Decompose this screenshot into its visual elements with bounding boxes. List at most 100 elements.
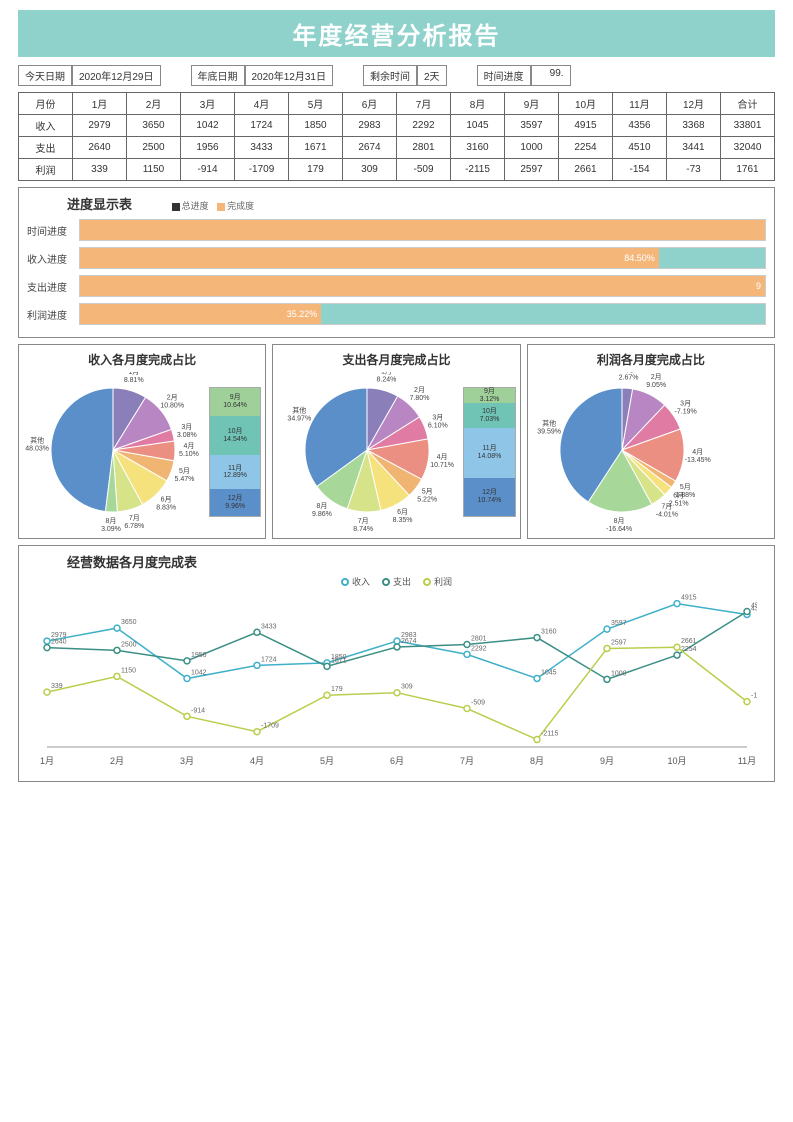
line-point: [184, 676, 190, 682]
progress-row: 时间进度: [27, 219, 766, 241]
progress-row: 利润进度35.22%: [27, 303, 766, 325]
progress-label: 利润进度: [27, 307, 79, 322]
line-point-label: 1150: [121, 667, 136, 674]
table-cell: 2597: [505, 159, 559, 181]
svg-text:5月: 5月: [179, 467, 190, 475]
svg-text:8月: 8月: [317, 502, 328, 510]
line-point-label: -2115: [541, 731, 558, 738]
table-cell: -73: [667, 159, 721, 181]
line-point: [604, 645, 610, 651]
x-axis-label: 5月: [320, 756, 334, 766]
x-axis-label: 4月: [250, 756, 264, 766]
pie-panel: 收入各月度完成占比1月8.81%2月10.80%3月3.08%4月5.10%5月…: [18, 344, 266, 539]
table-cell: 1042: [181, 115, 235, 137]
line-point: [534, 675, 540, 681]
line-point: [604, 626, 610, 632]
line-point: [394, 638, 400, 644]
svg-text:5.47%: 5.47%: [175, 476, 195, 483]
line-legend-item: 利润: [423, 575, 452, 588]
svg-text:5月: 5月: [680, 483, 691, 491]
x-axis-label: 6月: [390, 756, 404, 766]
table-cell: -509: [397, 159, 451, 181]
pie-breakdown-bar: 9月 10.64%10月 14.54%11月 12.89%12月 9.96%: [209, 387, 261, 517]
line-point: [534, 635, 540, 641]
line-point-label: 3597: [611, 620, 627, 627]
svg-text:8.35%: 8.35%: [393, 517, 413, 524]
table-cell: -914: [181, 159, 235, 181]
line-point-label: 3650: [121, 619, 137, 626]
remain-label: 剩余时间: [363, 65, 417, 86]
table-header: 1月: [73, 93, 127, 115]
svg-text:3.08%: 3.08%: [177, 432, 197, 439]
svg-text:1月: 1月: [381, 372, 392, 376]
line-point-label: 1042: [191, 670, 207, 677]
table-cell: 3441: [667, 137, 721, 159]
svg-text:6月: 6月: [397, 508, 408, 516]
table-header: 12月: [667, 93, 721, 115]
progress-fill: 35.22%: [80, 304, 321, 324]
table-cell: 2640: [73, 137, 127, 159]
progress-fill: 9: [80, 276, 765, 296]
svg-text:10.80%: 10.80%: [160, 402, 184, 409]
line-point-label: 1724: [261, 656, 277, 663]
line-point-label: -509: [471, 700, 485, 707]
line-point-label: 2597: [611, 639, 627, 646]
svg-text:6月: 6月: [673, 492, 684, 500]
table-header: 月份: [19, 93, 73, 115]
table-cell: 309: [343, 159, 397, 181]
svg-text:8月: 8月: [106, 517, 117, 525]
x-axis-label: 10月: [667, 756, 686, 766]
pie-title: 支出各月度完成占比: [277, 351, 515, 368]
svg-text:8.83%: 8.83%: [156, 504, 176, 511]
table-row: 支出26402500195634331671267428013160100022…: [19, 137, 775, 159]
progress-title: 进度显示表 总进度 完成度: [27, 194, 766, 213]
line-point-label: 4510: [751, 602, 757, 609]
pie-panel: 支出各月度完成占比1月8.24%2月7.80%3月6.10%4月10.71%5月…: [272, 344, 520, 539]
table-header: 3月: [181, 93, 235, 115]
table-cell: 支出: [19, 137, 73, 159]
svg-text:2月: 2月: [414, 386, 425, 394]
table-row: 收入29793650104217241850298322921045359749…: [19, 115, 775, 137]
svg-text:其他: 其他: [293, 405, 307, 414]
table-cell: 179: [289, 159, 343, 181]
x-axis-label: 8月: [530, 756, 544, 766]
x-axis-label: 1月: [40, 756, 54, 766]
svg-text:3月: 3月: [433, 413, 444, 421]
table-cell: 32040: [721, 137, 775, 159]
line-point-label: 309: [401, 684, 413, 691]
today-value: 2020年12月29日: [72, 65, 161, 86]
line-legend: 收入支出利润: [27, 575, 766, 588]
svg-text:3.09%: 3.09%: [101, 526, 121, 532]
x-axis-label: 3月: [180, 756, 194, 766]
yearend-label: 年底日期: [191, 65, 245, 86]
line-point-label: 1671: [331, 657, 347, 664]
line-point: [184, 658, 190, 664]
x-axis-label: 7月: [460, 756, 474, 766]
pie-chart: 1月8.24%2月7.80%3月6.10%4月10.71%5月5.22%6月8.…: [277, 372, 457, 532]
line-point: [184, 713, 190, 719]
table-cell: -2115: [451, 159, 505, 181]
line-point: [674, 644, 680, 650]
line-point: [464, 706, 470, 712]
table-cell: -154: [613, 159, 667, 181]
progress-track: 35.22%: [79, 303, 766, 325]
table-cell: 2983: [343, 115, 397, 137]
svg-text:6.10%: 6.10%: [428, 422, 448, 429]
x-axis-label: 9月: [600, 756, 614, 766]
line-point: [254, 729, 260, 735]
svg-text:4月: 4月: [437, 453, 448, 461]
table-cell: 1761: [721, 159, 775, 181]
svg-text:2月: 2月: [167, 393, 178, 401]
pie-breakdown-seg: 10月 14.54%: [210, 416, 260, 455]
svg-text:-16.64%: -16.64%: [606, 526, 632, 532]
pie-breakdown-seg: 11月 14.08%: [464, 428, 514, 478]
table-cell: 1724: [235, 115, 289, 137]
line-point: [324, 692, 330, 698]
line-point-label: 2674: [401, 638, 417, 645]
svg-text:其他: 其他: [542, 418, 556, 427]
svg-text:8.24%: 8.24%: [377, 377, 397, 384]
svg-text:1月: 1月: [623, 372, 634, 373]
x-axis-label: 2月: [110, 756, 124, 766]
progress-track: 9: [79, 275, 766, 297]
table-row: 利润3391150-914-1709179309-509-21152597266…: [19, 159, 775, 181]
